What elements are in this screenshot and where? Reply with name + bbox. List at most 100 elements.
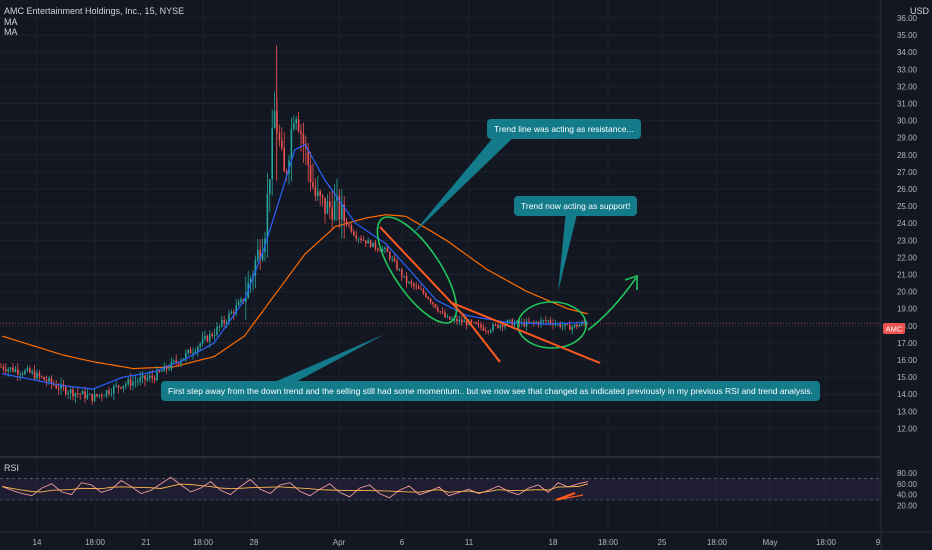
price-tick-label: 31.00: [897, 100, 918, 109]
candle-body: [60, 384, 62, 390]
chart-title[interactable]: AMC Entertainment Holdings, Inc., 15, NY…: [4, 6, 185, 16]
price-tick-label: 23.00: [897, 236, 918, 245]
candle-body: [156, 370, 158, 381]
time-tick-label: 18:00: [193, 538, 214, 547]
candle-body: [161, 371, 163, 373]
candle-body: [542, 320, 545, 322]
candle-body: [163, 365, 165, 372]
price-axis[interactable]: 36.00 35.00 34.00 33.00 32.00 31.00 30.00 29.00…: [897, 14, 918, 433]
candle-body: [516, 320, 518, 323]
candle-body: [408, 281, 410, 283]
candle-body: [285, 171, 288, 174]
candle-body: [485, 330, 487, 332]
candle-body: [153, 377, 156, 381]
candle-body: [5, 369, 7, 372]
candle-body: [458, 319, 461, 322]
candle-body: [374, 242, 377, 249]
price-tick-label: 26.00: [897, 185, 918, 194]
candle-body: [115, 385, 117, 387]
candle-body: [461, 319, 463, 323]
candle-body: [141, 375, 144, 378]
candle-body: [372, 242, 374, 248]
callout-analysis[interactable]: First step away from the down trend and …: [161, 381, 820, 401]
candle-body: [235, 305, 237, 314]
price-tag: AMC: [883, 323, 905, 334]
price-tick-label: 14.00: [897, 390, 918, 399]
candle-body: [129, 379, 132, 386]
candle-body: [369, 240, 372, 248]
candle-body: [293, 123, 295, 130]
candle-body: [38, 372, 41, 377]
candle-body: [158, 370, 161, 372]
candle-body: [345, 221, 348, 225]
price-tick-label: 19.00: [897, 305, 918, 314]
candle-body: [110, 393, 113, 395]
candle-body: [379, 250, 381, 252]
candle-body: [444, 312, 446, 318]
price-tag-box: [883, 323, 905, 334]
candle-body: [17, 369, 19, 375]
candle-body: [350, 225, 353, 232]
candle-body: [386, 247, 389, 253]
candle-body: [439, 311, 441, 312]
candle-body: [259, 249, 261, 260]
candle-body: [528, 321, 530, 323]
callout-support[interactable]: Trend now acting as support!: [514, 196, 638, 216]
candle-body: [446, 316, 449, 318]
candle-body: [201, 338, 204, 344]
candle-body: [422, 289, 425, 294]
candle-body: [569, 324, 571, 330]
candle-body: [101, 394, 103, 396]
candle-body: [242, 298, 245, 302]
candle-body: [559, 323, 561, 327]
candle-body: [206, 336, 209, 342]
candle-body: [218, 325, 221, 327]
time-axis[interactable]: 14 18:00 21 18:00 28 Apr 6 11 18 18:00 25 18:00 May 1…: [33, 538, 881, 547]
candle-body: [405, 275, 408, 283]
candle-body: [437, 307, 439, 312]
candle-body: [578, 325, 581, 327]
candle-body: [24, 370, 26, 375]
candle-body: [0, 366, 2, 368]
candle-body: [564, 324, 566, 326]
candle-body: [540, 320, 542, 325]
candle-body: [79, 393, 81, 395]
candle-body: [67, 393, 69, 395]
candle-body: [475, 322, 477, 324]
candle-body: [398, 269, 401, 271]
ma-indicator-1[interactable]: MA: [4, 17, 18, 27]
candle-body: [204, 336, 206, 339]
candle-body: [429, 298, 432, 303]
candle-body: [530, 321, 533, 323]
candle-body: [89, 393, 91, 395]
currency-label: USD: [910, 6, 930, 16]
time-tick-label: Apr: [333, 538, 346, 547]
callout-pointer-resistance: [410, 133, 518, 237]
ma-slow-layer: [1, 214, 588, 370]
candle-body: [482, 327, 485, 331]
candle-body: [98, 394, 101, 396]
price-tick-label: 20.00: [897, 288, 918, 297]
candle-body: [50, 378, 53, 384]
candle-body: [420, 288, 422, 290]
drawings: [270, 133, 638, 384]
candle-body: [391, 258, 393, 260]
candle-body: [518, 320, 521, 324]
ma-indicator-2[interactable]: MA: [4, 27, 18, 37]
candle-body: [271, 128, 273, 180]
candle-body: [312, 181, 314, 188]
candle-body: [463, 320, 465, 323]
candle-body: [573, 324, 576, 327]
callout-resistance[interactable]: Trend line was acting as resistance...: [487, 119, 641, 139]
candle-body: [177, 362, 180, 364]
candle-body: [545, 320, 547, 322]
rsi-pane: [0, 476, 881, 501]
rsi-label[interactable]: RSI: [4, 463, 20, 473]
candle-body: [362, 239, 365, 241]
candle-body: [146, 378, 149, 380]
candle-body: [144, 375, 146, 380]
candle-body: [307, 148, 309, 166]
candle-body: [81, 391, 84, 395]
